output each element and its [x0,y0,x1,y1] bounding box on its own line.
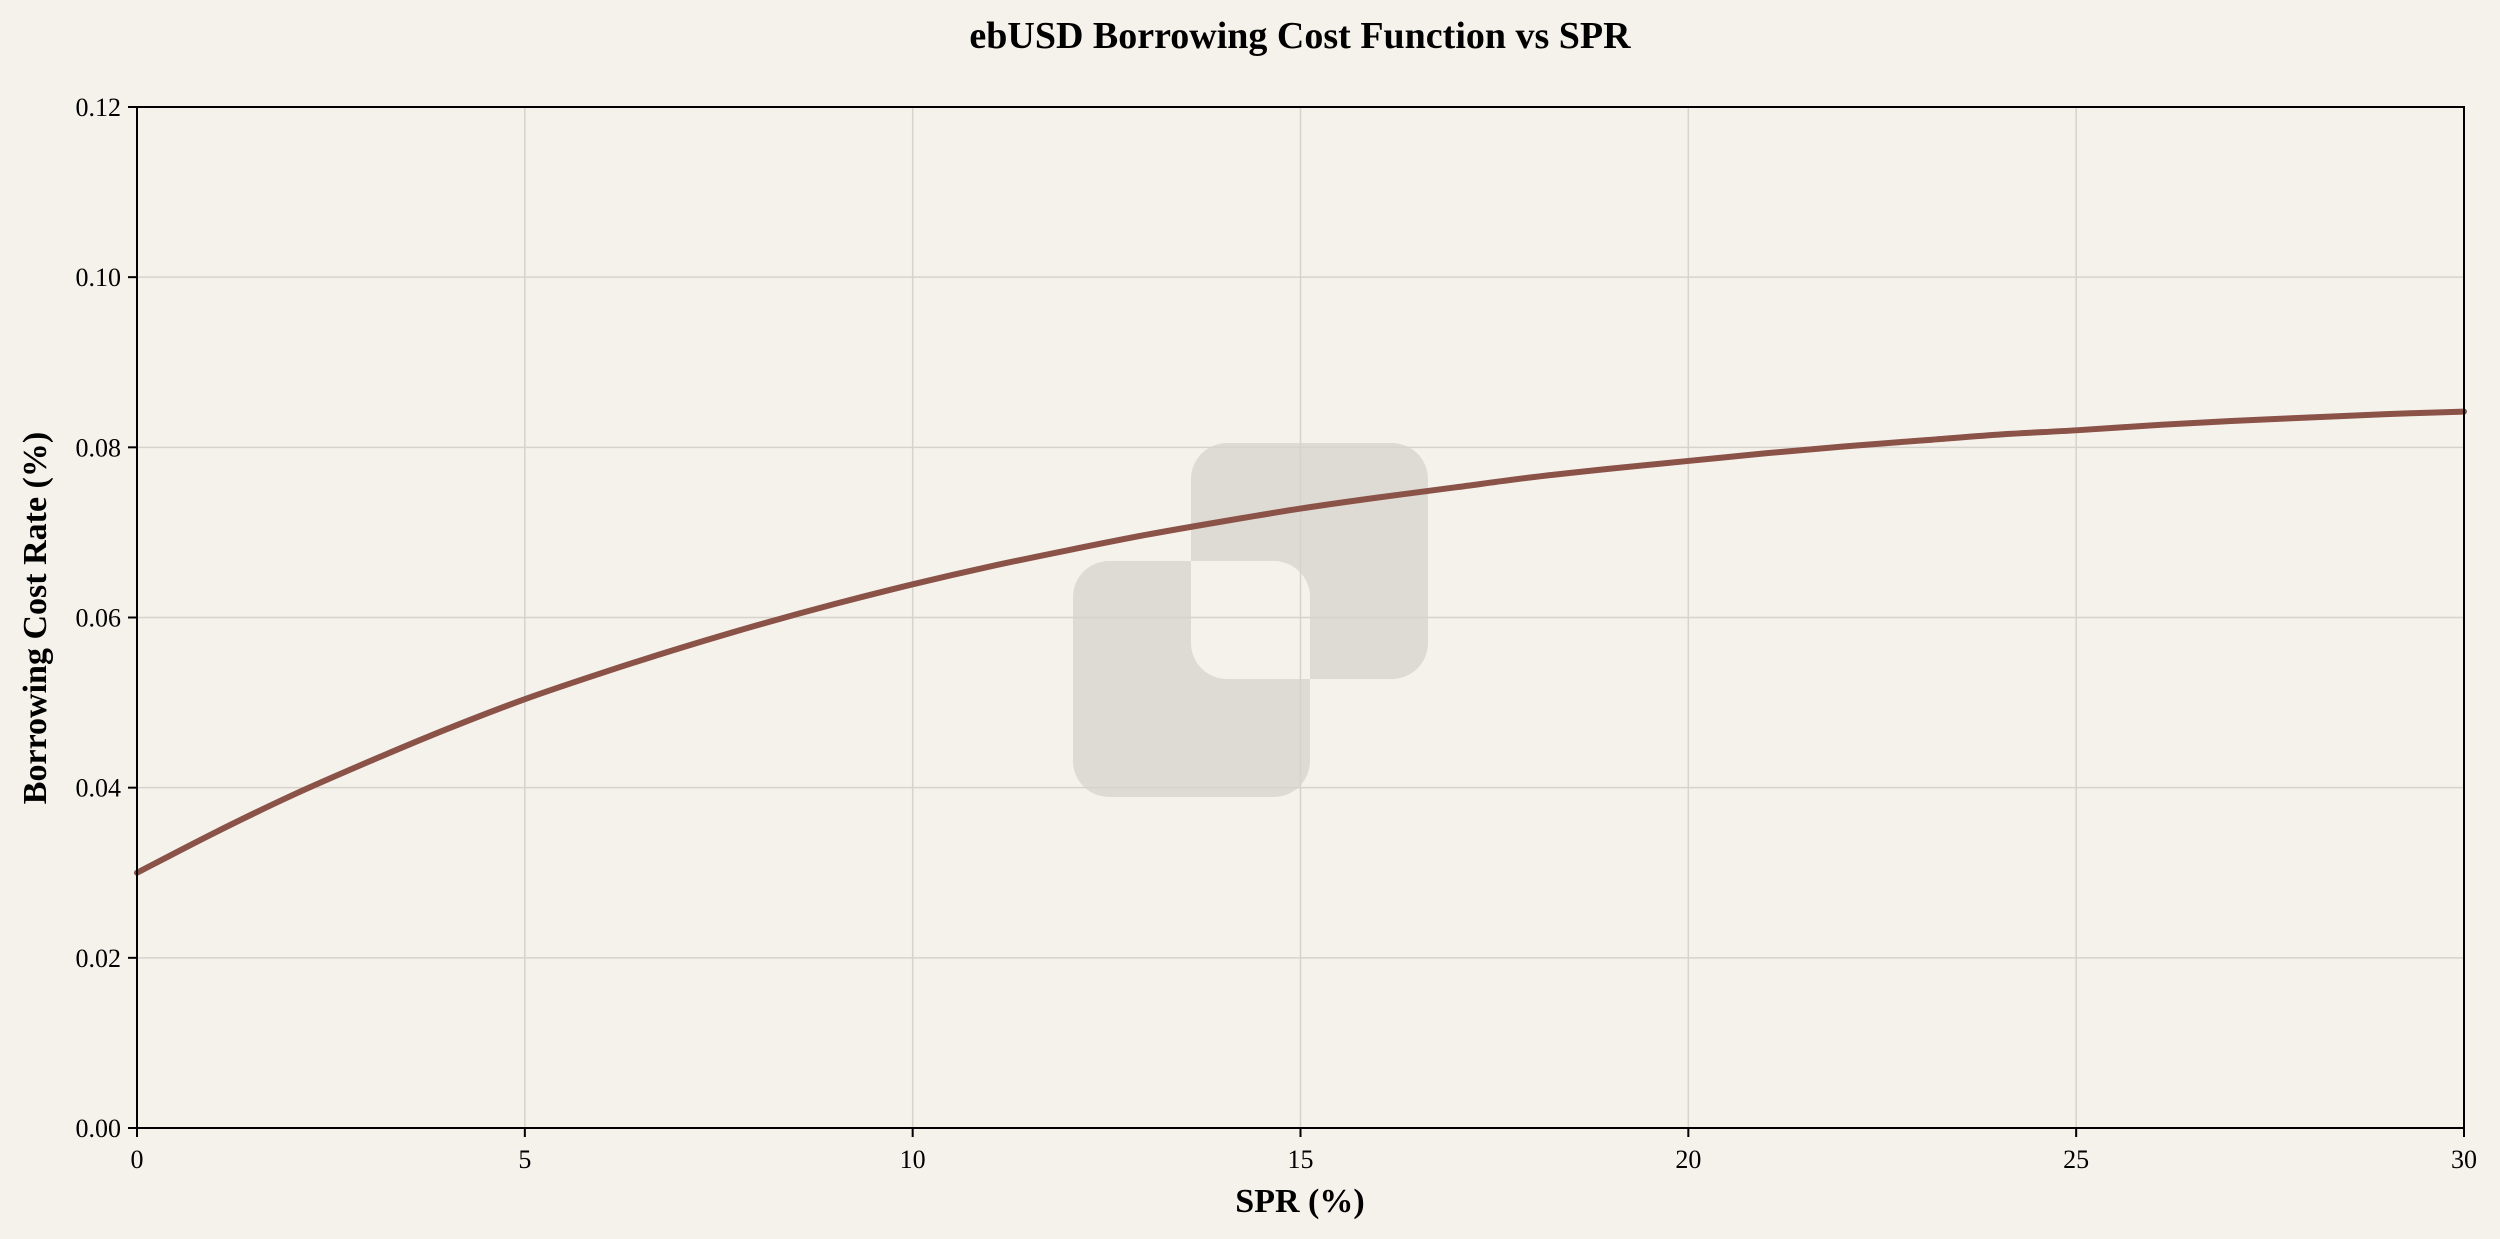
y-tick-label-0: 0.00 [76,1114,122,1143]
x-tick-label-2: 10 [900,1145,926,1174]
series-group [134,408,2467,876]
y-axis-label: Borrowing Cost Rate (%) [17,432,54,804]
watermark-logo-icon [1073,443,1428,797]
x-axis-ticks: 0 5 10 15 20 25 30 [131,1128,2477,1174]
y-axis-ticks: 0.00 0.02 0.04 0.06 0.08 0.10 0.12 [76,93,137,1143]
x-tick-label-4: 20 [1675,1145,1701,1174]
x-tick-label-5: 25 [2063,1145,2089,1174]
chart-title: ebUSD Borrowing Cost Function vs SPR [969,15,1631,57]
x-tick-label-3: 15 [1288,1145,1314,1174]
x-tick-label-6: 30 [2451,1145,2477,1174]
x-tick-label-1: 5 [518,1145,531,1174]
y-tick-label-1: 0.02 [76,944,122,973]
series-line-0 [134,408,2467,876]
x-axis-label: SPR (%) [1235,1183,1364,1220]
y-tick-label-6: 0.12 [76,93,122,122]
y-tick-label-3: 0.06 [76,604,122,633]
y-tick-label-5: 0.10 [76,263,122,292]
y-tick-label-4: 0.08 [76,433,122,462]
x-tick-label-0: 0 [131,1145,144,1174]
y-tick-label-2: 0.04 [76,774,122,803]
